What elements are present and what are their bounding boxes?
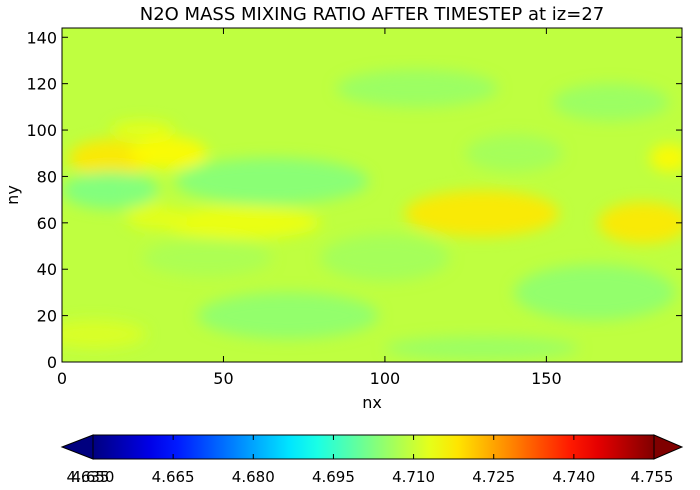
- y-axis-ticks: 0 20 40 60 80 100 120 140: [26, 28, 682, 372]
- colorbar-tick-label: 4.725: [472, 468, 515, 486]
- y-tick-label: 60: [37, 214, 57, 233]
- field-feature: [110, 120, 176, 140]
- y-tick-label: 0: [47, 353, 57, 372]
- y-tick-label: 20: [37, 307, 57, 326]
- field-feature: [175, 157, 369, 205]
- field-features: [62, 69, 682, 360]
- x-tick-label: 150: [531, 369, 562, 388]
- colorbar-tick-label: 4.695: [312, 468, 355, 486]
- field-feature: [68, 139, 153, 177]
- colorbar-ticks: 4.650 4.665 4.680 4.695 4.710 4.725 4.740 4.755: [72, 435, 674, 486]
- y-tick-label: 40: [37, 260, 57, 279]
- colorbar-overlap-tick: 4.635: [67, 468, 110, 486]
- colorbar-tick-label: 4.755: [631, 468, 674, 486]
- colorbar-tick-label: 4.680: [232, 468, 275, 486]
- colorbar-extend-max: [653, 434, 684, 460]
- field-feature: [598, 201, 682, 244]
- colorbar-tick-label: 4.650: [72, 468, 115, 486]
- field-feature: [465, 134, 563, 172]
- colorbar-tick-label: 4.740: [552, 468, 595, 486]
- y-tick-label: 120: [26, 75, 57, 94]
- plot-frame: [61, 27, 683, 363]
- field-feature: [336, 69, 498, 107]
- colorbar-tick-label: 4.665: [152, 468, 195, 486]
- colorbar: 4.650 4.665 4.680 4.695 4.710 4.725 4.740 4.755…: [60, 434, 684, 486]
- plot-area: [62, 28, 682, 362]
- x-tick-label: 100: [370, 369, 401, 388]
- field-feature: [649, 143, 682, 172]
- field-feature: [158, 206, 321, 240]
- chart-title: N2O MASS MIXING RATIO AFTER TIMESTEP at …: [140, 4, 605, 25]
- field-feature: [129, 137, 208, 170]
- y-tick-label: 140: [26, 28, 57, 47]
- colorbar-extend-min: [60, 434, 94, 460]
- field-feature: [320, 234, 450, 281]
- x-tick-label: 0: [57, 369, 67, 388]
- field-feature: [62, 320, 146, 349]
- field-feature: [384, 336, 579, 360]
- field-feature: [197, 292, 379, 339]
- field-feature: [404, 190, 560, 237]
- x-axis-ticks: 0 50 100 150: [57, 28, 562, 388]
- colorbar-tick-label: 4.710: [392, 468, 435, 486]
- y-tick-label: 100: [26, 121, 57, 140]
- colorbar-gradient: [93, 435, 654, 459]
- y-axis-label: ny: [3, 185, 22, 205]
- field-feature: [552, 83, 670, 121]
- field-feature: [142, 239, 272, 277]
- field-feature: [514, 264, 676, 321]
- field-feature: [62, 171, 159, 209]
- x-axis-label: nx: [362, 393, 382, 412]
- x-tick-label: 50: [213, 369, 233, 388]
- y-tick-label: 80: [37, 167, 57, 186]
